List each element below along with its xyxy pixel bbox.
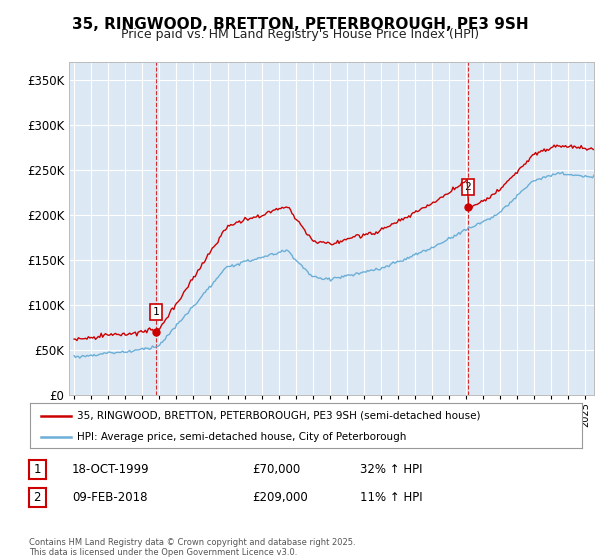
Text: Contains HM Land Registry data © Crown copyright and database right 2025.
This d: Contains HM Land Registry data © Crown c… bbox=[29, 538, 355, 557]
Text: 35, RINGWOOD, BRETTON, PETERBOROUGH, PE3 9SH: 35, RINGWOOD, BRETTON, PETERBOROUGH, PE3… bbox=[71, 17, 529, 32]
Text: 35, RINGWOOD, BRETTON, PETERBOROUGH, PE3 9SH (semi-detached house): 35, RINGWOOD, BRETTON, PETERBOROUGH, PE3… bbox=[77, 410, 481, 421]
Text: 18-OCT-1999: 18-OCT-1999 bbox=[72, 463, 149, 476]
Text: 2: 2 bbox=[464, 182, 471, 192]
Text: £209,000: £209,000 bbox=[252, 491, 308, 504]
Text: Price paid vs. HM Land Registry's House Price Index (HPI): Price paid vs. HM Land Registry's House … bbox=[121, 28, 479, 41]
Text: 11% ↑ HPI: 11% ↑ HPI bbox=[360, 491, 422, 504]
Text: £70,000: £70,000 bbox=[252, 463, 300, 476]
Text: 1: 1 bbox=[152, 307, 160, 317]
Text: 2: 2 bbox=[34, 491, 41, 504]
Text: 09-FEB-2018: 09-FEB-2018 bbox=[72, 491, 148, 504]
Text: 1: 1 bbox=[34, 463, 41, 476]
Text: HPI: Average price, semi-detached house, City of Peterborough: HPI: Average price, semi-detached house,… bbox=[77, 432, 406, 442]
Text: 32% ↑ HPI: 32% ↑ HPI bbox=[360, 463, 422, 476]
